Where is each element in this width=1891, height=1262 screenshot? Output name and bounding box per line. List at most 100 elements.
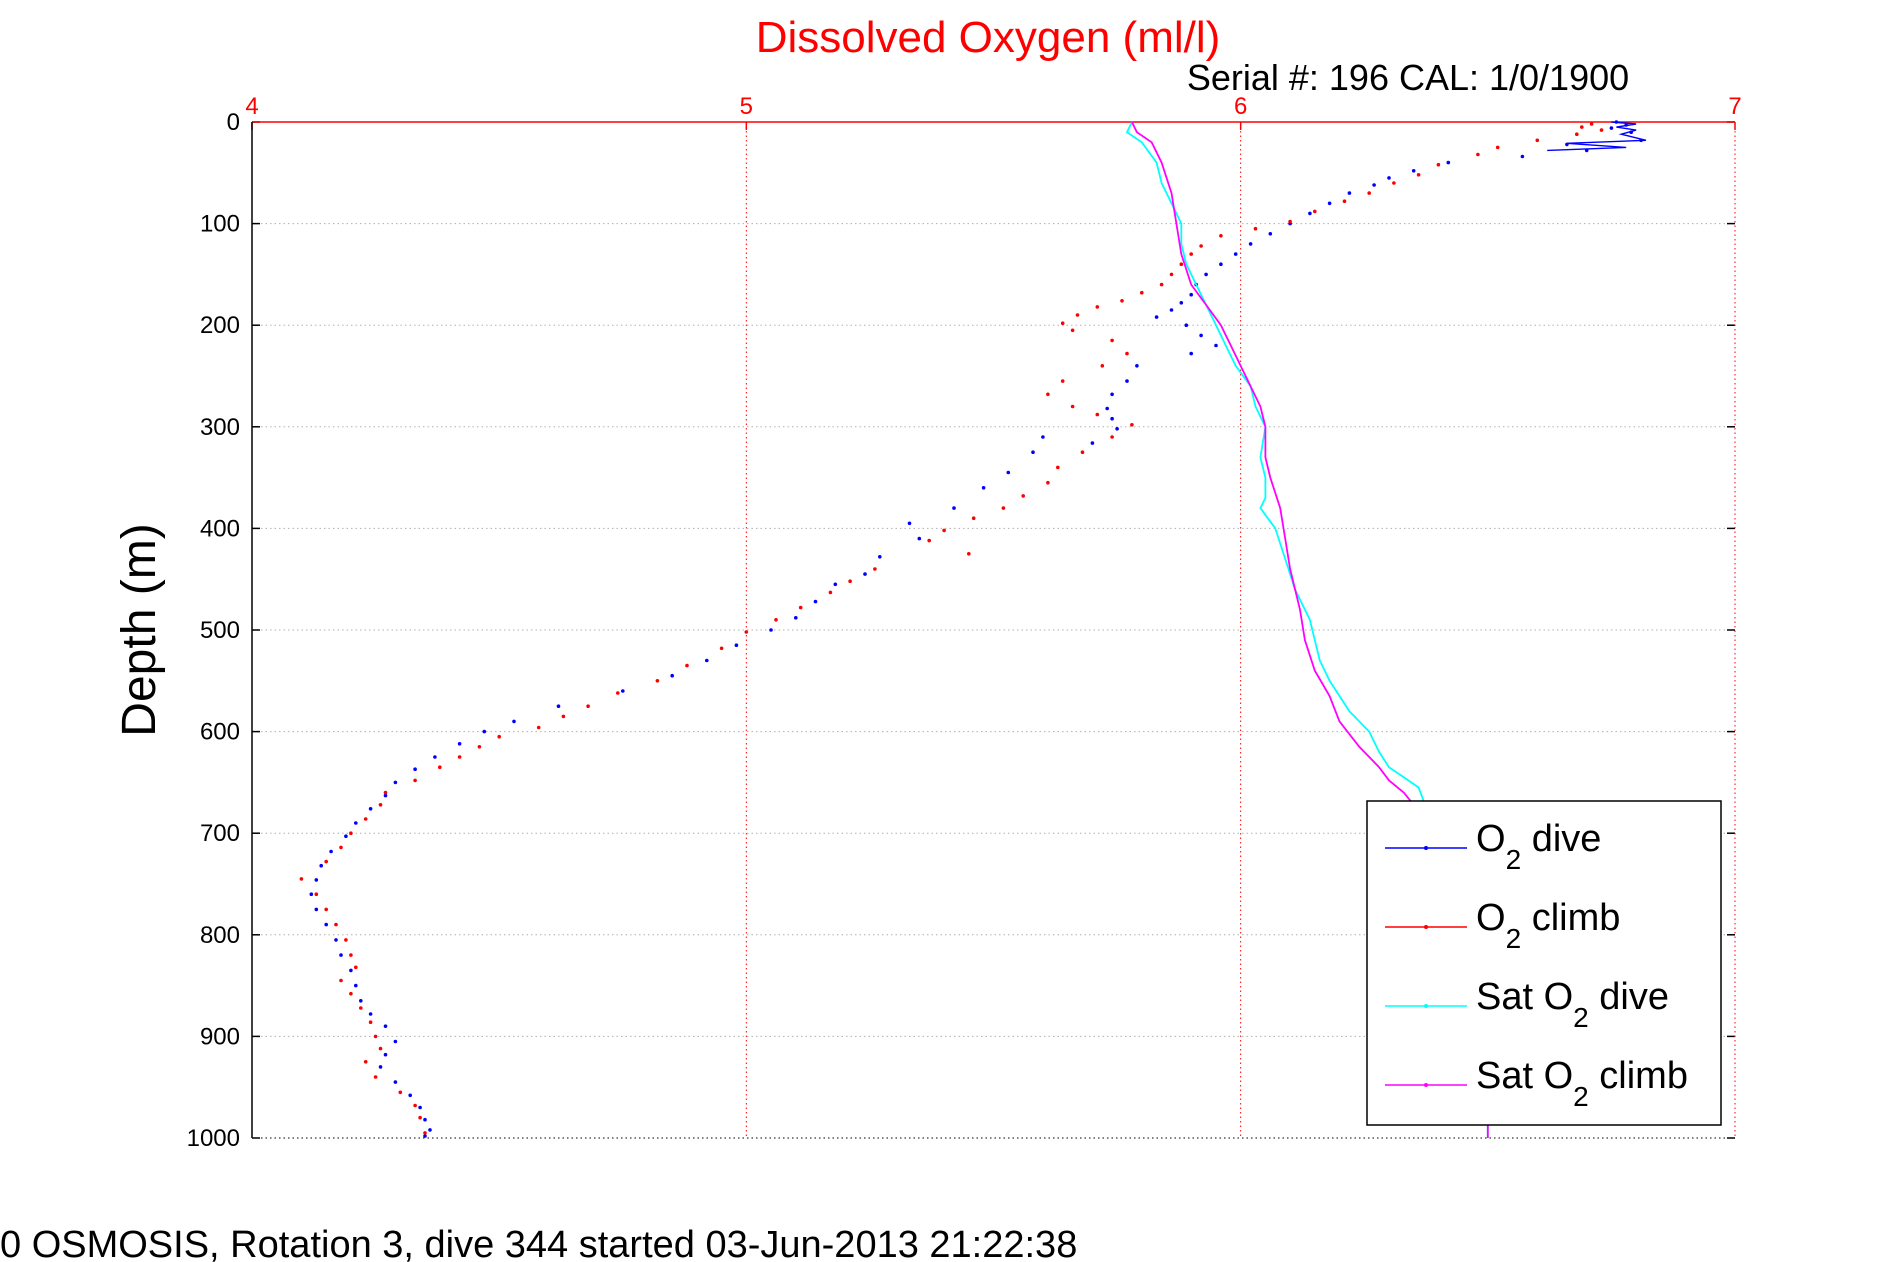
data-point-o2-climb	[1070, 328, 1075, 333]
data-point-o2-dive	[907, 521, 912, 526]
data-point-o2-climb	[719, 646, 724, 651]
data-point-o2-dive	[1090, 441, 1095, 445]
data-point-o2-climb	[744, 630, 749, 634]
data-point-o2-dive	[981, 486, 986, 490]
data-point-o2-dive	[1387, 176, 1391, 180]
data-point-o2-dive	[334, 938, 338, 942]
dive-footer: 0 OSMOSIS, Rotation 3, dive 344 started …	[0, 1224, 1077, 1262]
data-point-o2-dive	[1624, 123, 1628, 127]
data-point-o2-dive	[1189, 351, 1193, 356]
data-point-o2-dive	[418, 1105, 422, 1110]
data-point-o2-climb	[586, 704, 590, 708]
data-point-o2-climb	[339, 845, 343, 850]
chart-subtitle: Serial #: 196 CAL: 1/0/1900	[1187, 57, 1629, 98]
data-point-o2-dive	[1565, 142, 1569, 147]
data-point-o2-climb	[373, 1075, 378, 1079]
data-point-o2-climb	[536, 725, 541, 730]
data-point-o2-dive	[393, 1039, 398, 1044]
data-point-o2-dive	[1110, 416, 1114, 421]
data-point-o2-dive	[952, 506, 956, 510]
y-tick-label: 800	[200, 922, 240, 949]
legend-label-sat-o2-dive: Sat O2 dive	[1476, 976, 1669, 1033]
data-point-o2-climb	[349, 831, 353, 835]
data-point-o2-dive	[1609, 126, 1614, 130]
data-point-o2-climb	[324, 859, 329, 864]
data-point-o2-dive	[670, 673, 674, 678]
data-point-o2-climb	[383, 790, 388, 795]
data-point-o2-climb	[1075, 313, 1080, 317]
data-point-o2-climb	[457, 755, 462, 759]
legend: O2 dive O2 climb Sat O2 dive Sat O2 climb	[1366, 800, 1722, 1126]
data-point-o2-climb	[1476, 152, 1480, 157]
legend-item-o2-dive: O2 dive	[1385, 818, 1601, 875]
data-point-o2-climb	[359, 1006, 363, 1010]
data-point-o2-dive	[1041, 435, 1045, 439]
data-point-o2-dive	[423, 1134, 427, 1138]
data-point-o2-climb	[1095, 305, 1100, 309]
data-point-o2-climb	[378, 1046, 383, 1051]
grid	[252, 122, 1735, 1138]
data-point-o2-climb	[1342, 199, 1347, 203]
y-tick-label: 600	[200, 719, 240, 746]
data-point-o2-dive	[1125, 379, 1129, 383]
legend-item-sat-o2-dive: Sat O2 dive	[1385, 976, 1669, 1033]
data-point-o2-dive	[1189, 292, 1193, 297]
data-point-o2-climb	[1060, 321, 1065, 326]
data-point-o2-climb	[354, 965, 358, 970]
data-point-o2-climb	[1060, 379, 1065, 383]
data-point-o2-dive	[621, 689, 625, 693]
data-point-o2-dive	[433, 755, 437, 759]
data-point-o2-dive	[368, 807, 373, 811]
data-point-o2-climb	[828, 590, 833, 595]
data-point-o2-climb	[1589, 122, 1594, 126]
y-tick-label: 500	[200, 617, 240, 644]
data-point-o2-dive	[833, 582, 838, 587]
data-point-o2-climb	[1189, 252, 1193, 256]
data-point-o2-climb	[1110, 338, 1114, 343]
data-point-o2-climb	[971, 516, 976, 520]
data-point-o2-climb	[1580, 125, 1584, 129]
data-point-o2-dive	[917, 536, 922, 541]
data-point-o2-dive	[512, 719, 516, 724]
y-tick-label: 200	[200, 312, 240, 339]
y-tick-label: 700	[200, 820, 240, 847]
data-point-o2-dive	[1308, 211, 1312, 216]
data-point-o2-dive	[1347, 191, 1352, 195]
data-point-o2-climb	[1159, 282, 1164, 287]
data-point-o2-climb	[1599, 128, 1604, 132]
y-tick-label: 0	[227, 109, 240, 136]
y-tick-label: 400	[200, 515, 240, 542]
data-point-o2-dive	[393, 780, 398, 785]
data-point-o2-climb	[561, 714, 566, 719]
data-point-o2-dive	[1268, 232, 1273, 236]
legend-label-sat-o2-climb: Sat O2 climb	[1476, 1055, 1688, 1112]
data-point-o2-dive	[813, 599, 818, 604]
y-tick-label: 900	[200, 1023, 240, 1050]
data-point-o2-dive	[1169, 308, 1174, 312]
data-point-o2-dive	[428, 1128, 432, 1132]
data-point-o2-dive	[705, 658, 709, 663]
data-point-o2-dive	[1520, 154, 1525, 159]
data-point-o2-climb	[349, 991, 353, 996]
data-point-o2-dive	[1248, 242, 1253, 246]
data-point-o2-climb	[774, 618, 778, 622]
y-axis-label: Depth (m)	[113, 523, 166, 736]
data-point-o2-climb	[363, 1060, 368, 1064]
data-point-o2-dive	[1184, 323, 1189, 328]
data-point-o2-climb	[477, 745, 482, 749]
data-point-o2-dive	[1639, 138, 1643, 143]
x-tick-label: 6	[1234, 93, 1247, 120]
legend-marker-sat-o2-dive	[1424, 1004, 1428, 1008]
data-point-o2-dive	[423, 1117, 427, 1122]
data-point-o2-climb	[413, 778, 417, 783]
chart-title: Dissolved Oxygen (ml/l)	[756, 13, 1221, 62]
data-point-o2-dive	[413, 767, 417, 771]
legend-item-sat-o2-climb: Sat O2 climb	[1385, 1055, 1688, 1112]
data-point-o2-climb	[1495, 145, 1500, 150]
data-point-o2-dive	[556, 704, 561, 708]
data-point-o2-climb	[1392, 181, 1396, 185]
data-point-o2-dive	[482, 729, 487, 734]
x-tick-label: 4	[245, 93, 258, 120]
data-point-o2-climb	[1179, 262, 1184, 267]
data-point-o2-climb	[368, 1020, 373, 1024]
